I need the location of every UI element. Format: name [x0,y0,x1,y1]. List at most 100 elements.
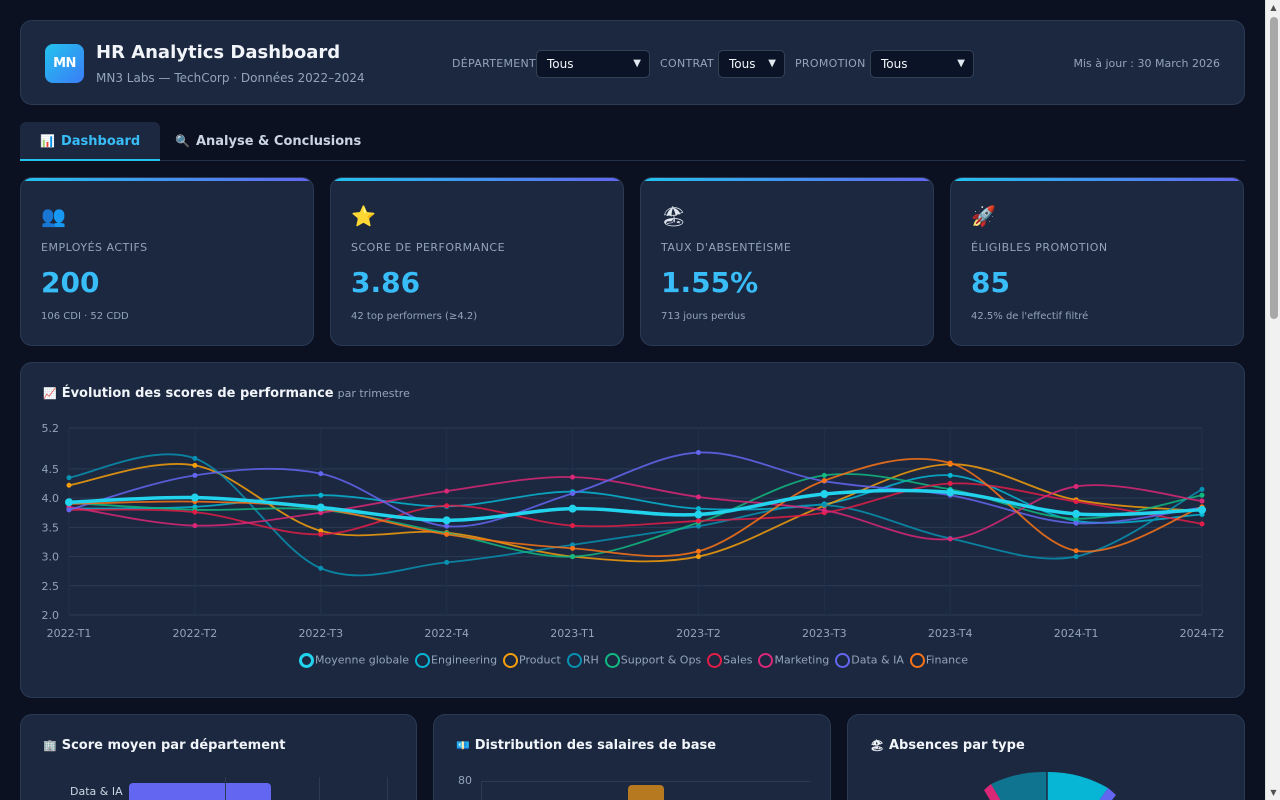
data-point-moyenne-globale [1198,505,1206,514]
legend-swatch [707,653,723,668]
absences-type-panel: 🏖 Absences par type [847,714,1245,800]
data-point-data-ia [570,490,576,496]
data-point-product [695,554,701,560]
department-score-panel: 🏢 Score moyen par département Data & IA [20,714,417,800]
data-point-data-ia [66,507,72,513]
y-tick-label: 80 [458,774,472,787]
data-point-moyenne-globale [568,504,577,513]
tab-analysis[interactable]: 🔍 Analyse & Conclusions [175,134,362,149]
x-tick-label: 2023-T3 [802,627,847,640]
data-point-marketing [570,474,576,480]
legend-label: Moyenne globale [315,653,410,667]
tab-dashboard[interactable]: 📊 Dashboard [20,122,161,161]
legend-label: Engineering [431,653,498,667]
page-scrollbar[interactable]: ▲ ▼ [1265,0,1280,800]
x-tick-label: 2022-T4 [424,627,469,640]
data-point-marketing [695,494,701,500]
data-point-engineering [947,472,953,478]
data-point-rh [1199,486,1205,492]
bar-data-ia [129,783,271,800]
kpi-card-promotion: 🚀 ÉLIGIBLES PROMOTION 85 42.5% de l'effe… [950,177,1244,346]
x-tick-label: 2022-T3 [298,627,343,640]
data-point-rh [821,502,827,508]
x-tick-label: 2022-T2 [173,627,218,640]
promotion-select[interactable]: Tous ▼ [870,50,974,78]
legend-swatch [909,653,925,668]
data-point-sales [695,518,701,524]
kpi-label: EMPLOYÉS ACTIFS [41,241,148,254]
legend-item[interactable]: Moyenne globale [299,653,409,668]
app-header: MN HR Analytics Dashboard MN3 Labs — Tec… [20,20,1245,105]
data-point-sales [318,531,324,537]
kpi-card-absenteeism: 🏖 TAUX D'ABSENTÉISME 1.55% 713 jours per… [640,177,934,346]
legend-item[interactable]: Finance [909,653,968,668]
people-icon: 👥 [41,204,66,228]
chevron-down-icon: ▼ [957,58,965,69]
legend-label: Data & IA [851,653,904,667]
data-point-finance [570,545,576,551]
performance-trend-panel: 📈 Évolution des scores de performance par … [20,362,1245,698]
data-point-support-ops [1199,492,1205,498]
data-point-moyenne-globale [316,503,325,512]
data-point-product [318,528,324,534]
legend-label: Finance [925,653,968,667]
series-line-product [68,463,1203,563]
salary-distribution-panel: 💶 Distribution des salaires de base 80 [433,714,831,800]
data-point-data-ia [1073,520,1079,526]
beach-umbrella-icon: 🏖 [661,204,687,228]
data-point-rh [444,559,450,565]
data-point-finance [444,531,450,537]
kpi-value: 1.55% [661,266,759,299]
legend-label: RH [582,653,599,667]
data-point-rh [695,523,701,529]
legend-item[interactable]: Support & Ops [604,653,701,668]
app-logo: MN [45,44,84,83]
data-point-marketing [192,523,198,529]
promotion-filter-label: PROMOTION [795,57,866,70]
kpi-label: ÉLIGIBLES PROMOTION [971,241,1108,254]
panel-title: 💶 Distribution des salaires de base [456,738,717,753]
data-point-marketing [318,510,324,516]
scroll-down-icon[interactable]: ▼ [1270,788,1277,797]
rocket-icon: 🚀 [971,204,996,228]
scroll-up-icon[interactable]: ▲ [1270,3,1277,12]
contract-select[interactable]: Tous ▼ [718,50,785,78]
gridline [225,777,226,800]
department-select[interactable]: Tous ▼ [536,50,650,78]
scrollbar-thumb[interactable] [1270,17,1278,319]
data-point-sales [444,503,450,509]
data-point-product [192,462,198,468]
app-subtitle: MN3 Labs — TechCorp · Données 2022–2024 [96,71,365,85]
trend-panel-title: 📈 Évolution des scores de performance par … [43,386,410,401]
legend-swatch [604,653,620,668]
data-point-moyenne-globale [65,498,73,507]
series-line-moyenne-globale [68,488,1203,523]
data-point-moyenne-globale [820,490,829,499]
legend-item[interactable]: Sales [707,653,752,668]
data-point-rh [192,455,198,461]
data-point-marketing [947,536,953,542]
legend-swatch [566,653,582,668]
legend-item[interactable]: Engineering [415,653,497,668]
legend-label: Sales [723,653,753,667]
data-point-rh [1073,554,1079,560]
app-title: HR Analytics Dashboard [96,42,341,63]
data-point-finance [947,460,953,466]
legend-item[interactable]: RH [566,653,599,668]
y-tick-label: 4.5 [42,463,60,476]
kpi-subtext: 42.5% de l'effectif filtré [971,311,1089,322]
donut-slice [991,771,1047,800]
contract-filter-label: CONTRAT [660,57,714,70]
legend-item[interactable]: Product [503,653,561,668]
legend-item[interactable]: Data & IA [835,653,904,668]
tab-bar: 📊 Dashboard 🔍 Analyse & Conclusions [20,122,1245,161]
department-filter-label: DÉPARTEMENT [452,57,537,70]
money-icon: 💶 [456,739,470,752]
legend-item[interactable]: Marketing [758,653,829,668]
donut-slice [1047,771,1108,800]
data-point-product [66,482,72,488]
chevron-down-icon: ▼ [633,58,641,69]
donut-slice [984,784,1001,800]
y-tick-label: 3.5 [42,521,60,534]
data-point-engineering [318,492,324,498]
